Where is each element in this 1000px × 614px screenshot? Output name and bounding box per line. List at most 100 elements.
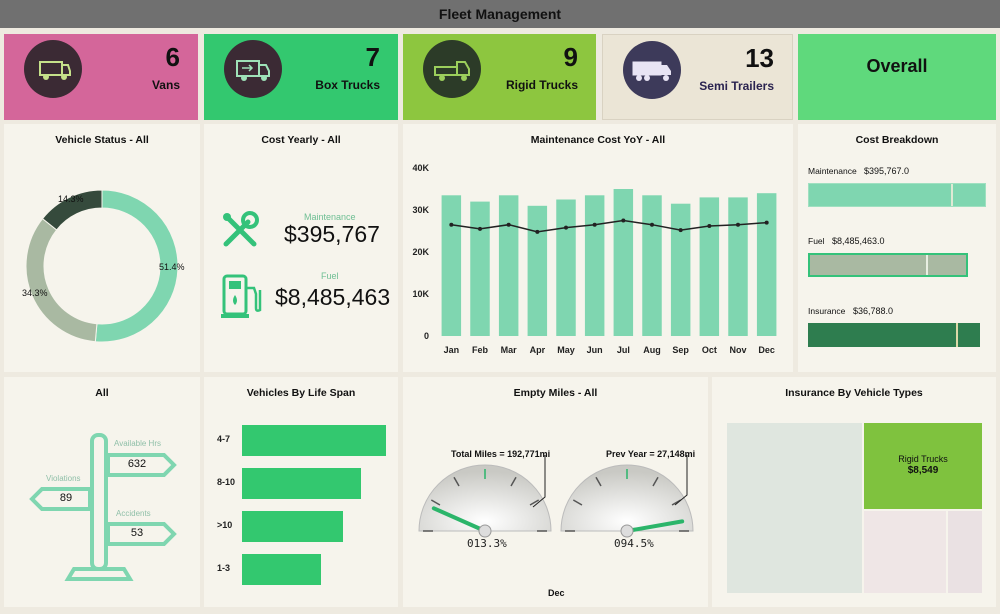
cost-breakdown-title: Cost Breakdown	[855, 134, 939, 146]
line-point[interactable]	[535, 229, 540, 234]
gauge1-caption: Total Miles = 192,771mi	[451, 449, 551, 459]
line-point[interactable]	[564, 225, 568, 230]
cb-insurance-bar[interactable]	[808, 323, 980, 347]
kpi-rigid-trucks-label: Rigid Trucks	[505, 78, 578, 92]
fuel-value: $8,485,463	[275, 284, 391, 310]
x-tick-label: May	[557, 345, 575, 355]
bar-aug[interactable]	[642, 195, 662, 336]
gauge2-readout: 094.5%	[614, 537, 654, 550]
lifespan-bar[interactable]	[242, 554, 322, 585]
lifespan-bar[interactable]	[242, 511, 343, 542]
treemap-tile-bottom-right[interactable]	[948, 511, 982, 593]
line-point[interactable]	[506, 222, 511, 227]
line-point[interactable]	[678, 228, 683, 233]
bar-jan[interactable]	[441, 195, 462, 336]
line-point[interactable]	[592, 222, 597, 227]
line-point[interactable]	[650, 222, 654, 227]
kpi-box-trucks[interactable]: 7 Box Trucks	[204, 34, 398, 120]
line-point[interactable]	[707, 223, 712, 228]
cb-fuel-value[interactable]: $8,485,463.0	[832, 236, 885, 246]
van-icon-circle	[24, 40, 82, 98]
donut-segment-2[interactable]	[25, 217, 98, 343]
overall-button[interactable]: Overall	[798, 34, 996, 120]
kpi-semi-trailers-label: Semi Trailers	[699, 79, 774, 93]
x-tick-label: Apr	[530, 345, 546, 355]
fuel-label: Fuel	[321, 271, 339, 281]
line-point[interactable]	[478, 226, 482, 231]
empty-miles-card: Empty Miles - All Total Miles = 192,771m…	[403, 377, 708, 607]
gauge1-tick	[430, 499, 441, 506]
empty-miles-title: Empty Miles - All	[513, 387, 598, 399]
cb-fuel-label: Fuel	[808, 236, 825, 246]
bar-may[interactable]	[556, 199, 576, 337]
lifespan-label: 1-3	[217, 563, 231, 573]
gauge1-tick	[510, 476, 517, 487]
bar-nov[interactable]	[728, 197, 748, 336]
accidents-label: Accidents	[116, 509, 151, 518]
gauge2-leader	[674, 455, 688, 506]
gauge2-dial	[560, 464, 694, 532]
cb-insurance-marker	[956, 323, 958, 347]
accidents-value: 53	[130, 527, 144, 539]
treemap-rigid-value: $8,549	[907, 465, 939, 476]
maintenance-value: $395,767	[284, 221, 380, 247]
bar-feb[interactable]	[470, 201, 490, 336]
maintenance-label: Maintenance	[304, 212, 356, 222]
kpi-rigid-trucks[interactable]: 9 Rigid Trucks	[403, 34, 596, 120]
cb-fuel-bar[interactable]	[808, 253, 968, 277]
x-tick-label: Oct	[702, 345, 717, 355]
bar-apr[interactable]	[527, 205, 548, 336]
empty-miles-footer: Dec	[548, 588, 565, 598]
lifespan-bar[interactable]	[242, 425, 386, 456]
cb-maintenance-value[interactable]: $395,767.0	[864, 166, 910, 176]
available-hrs-value: 632	[127, 458, 147, 470]
x-tick-label: Jun	[587, 345, 603, 355]
donut-label-1: 51.4%	[159, 262, 185, 272]
bar-mar[interactable]	[498, 195, 519, 336]
semi-trailer-icon-circle	[623, 41, 681, 99]
gauge1-tick	[529, 499, 540, 506]
life-span-title: Vehicles By Life Span	[246, 387, 356, 399]
gauge1-readout: 013.3%	[467, 537, 507, 550]
line-point[interactable]	[736, 222, 740, 227]
lifespan-label: >10	[217, 520, 233, 530]
kpi-vans[interactable]: 6 Vans	[4, 34, 198, 120]
bar-jul[interactable]	[613, 189, 634, 336]
line-point[interactable]	[449, 222, 454, 227]
kpi-vans-count: 6	[165, 42, 180, 72]
prev-year-line	[451, 219, 767, 233]
line-point[interactable]	[621, 218, 626, 223]
donut-label-3: 14.3%	[58, 194, 84, 204]
y-tick-label: 30K	[412, 205, 429, 215]
cb-maintenance-bar[interactable]	[808, 183, 986, 207]
lifespan-bar[interactable]	[242, 468, 361, 499]
donut-segment-3[interactable]	[41, 189, 103, 231]
gauge1-needle	[431, 506, 487, 533]
lifespan-label: 4-7	[217, 434, 231, 444]
x-tick-label: Nov	[729, 345, 746, 355]
bar-jun[interactable]	[584, 195, 605, 336]
kpi-semi-trailers[interactable]: 13 Semi Trailers	[602, 34, 793, 120]
violations-label: Violations	[46, 474, 81, 483]
gauge2-tick	[652, 476, 659, 487]
treemap-tile-rigid-trucks[interactable]: Rigid Trucks $8,549	[864, 423, 982, 509]
available-hrs-label: Available Hrs	[114, 439, 161, 448]
treemap-tile-bottom-left[interactable]	[864, 511, 946, 593]
cb-insurance-label: Insurance	[808, 306, 846, 316]
treemap-tile-left[interactable]	[727, 423, 862, 593]
gauge2-caption: Prev Year = 27,148mi	[606, 449, 696, 459]
gauge1-leader	[532, 455, 546, 508]
insurance-card: Insurance By Vehicle Types Rigid Trucks …	[712, 377, 996, 607]
rigid-truck-icon	[434, 61, 470, 81]
bar-sep[interactable]	[670, 203, 691, 336]
y-tick-label: 20K	[412, 247, 429, 257]
cb-insurance-value[interactable]: $36,788.0	[853, 306, 894, 316]
cb-maintenance-marker	[951, 184, 953, 206]
box-truck-icon	[236, 60, 270, 81]
line-point[interactable]	[764, 220, 769, 225]
cb-fuel-marker	[926, 255, 928, 275]
bar-dec[interactable]	[756, 193, 777, 336]
signpost-graphic	[29, 433, 177, 581]
bar-oct[interactable]	[699, 197, 720, 336]
donut-label-2: 34.3%	[22, 288, 48, 298]
